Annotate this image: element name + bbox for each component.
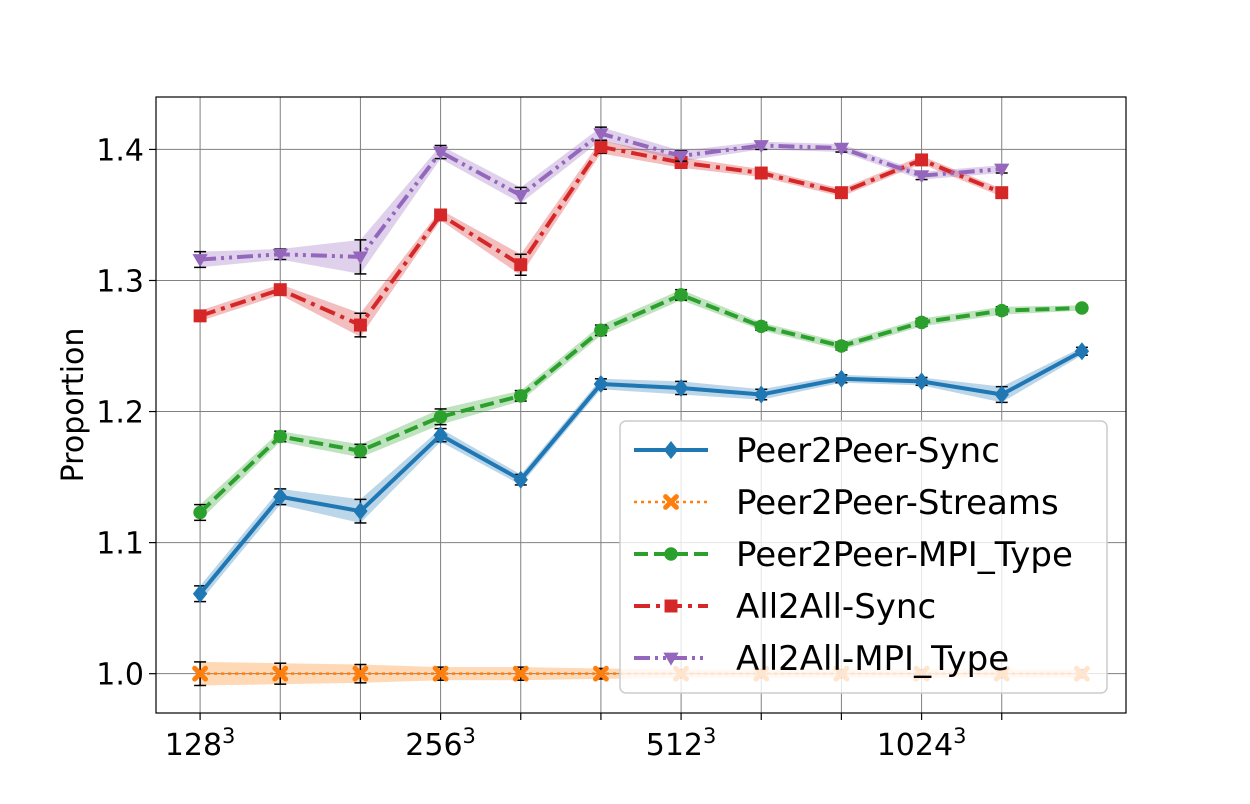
data-point — [593, 375, 609, 394]
data-point — [834, 186, 848, 200]
data-point — [1075, 301, 1089, 315]
data-point — [915, 153, 929, 167]
data-point — [593, 128, 609, 142]
data-point — [193, 309, 207, 323]
legend-label: All2All-MPI_Type — [736, 639, 1009, 679]
data-point — [674, 288, 688, 302]
x-tick-label: 10243 — [877, 724, 967, 763]
y-tick-label: 1.3 — [96, 264, 144, 299]
y-axis-label: Proportion — [56, 328, 91, 483]
series-peer2peer-sync — [192, 342, 1090, 603]
data-point — [192, 665, 208, 682]
x-tick-label: 1283 — [165, 724, 236, 763]
data-point — [432, 146, 449, 160]
series-line — [198, 292, 1082, 514]
data-point — [663, 441, 679, 459]
legend-label: All2All-Sync — [736, 587, 936, 627]
data-point-stroke — [192, 665, 208, 682]
data-point — [514, 389, 528, 403]
data-point — [432, 665, 449, 682]
data-point-stroke — [432, 665, 449, 682]
data-point — [352, 665, 369, 682]
data-point — [352, 251, 369, 265]
data-point — [434, 208, 448, 222]
data-point — [994, 303, 1009, 318]
data-point — [834, 339, 849, 353]
data-point — [914, 315, 929, 330]
series-all2all-sync — [193, 139, 1009, 338]
data-point-stroke — [663, 494, 679, 510]
data-point — [193, 505, 207, 520]
data-point — [593, 665, 609, 682]
y-tick-label: 1.1 — [96, 527, 144, 562]
y-tick-label: 1.2 — [96, 396, 144, 431]
data-point — [913, 170, 930, 184]
data-point — [994, 385, 1009, 404]
confidence-band — [200, 289, 1082, 521]
plot-frame — [155, 96, 1127, 714]
data-point — [753, 140, 769, 154]
data-point-stroke — [352, 665, 369, 682]
legend-item: Peer2Peer-Sync — [634, 431, 1000, 471]
data-point — [754, 385, 769, 404]
data-point — [273, 429, 288, 444]
legend-label: Peer2Peer-MPI_Type — [736, 535, 1073, 575]
data-point — [754, 319, 768, 334]
data-point — [833, 142, 850, 156]
data-point — [594, 140, 608, 154]
data-point — [353, 502, 368, 521]
data-point — [272, 665, 289, 682]
axes: 1.0 1.1 1.2 1.3 1.4 1283 2563 5123 10243 Proporti… — [56, 96, 1127, 763]
x-tick-label: 5123 — [646, 724, 717, 763]
data-point-stroke — [272, 665, 289, 682]
legend-item: Peer2Peer-MPI_Type — [634, 535, 1073, 575]
data-point — [1074, 342, 1090, 361]
data-point — [834, 369, 849, 388]
data-point — [353, 444, 368, 458]
data-point — [433, 410, 448, 424]
y-tick-label: 1.4 — [96, 133, 144, 168]
data-point — [192, 254, 208, 268]
data-point — [995, 186, 1009, 200]
data-point — [192, 584, 208, 603]
data-point — [664, 547, 678, 561]
data-point — [663, 652, 679, 666]
data-point — [433, 426, 448, 445]
data-point — [512, 665, 529, 682]
data-point-stroke — [593, 665, 609, 682]
x-tick-label: 2563 — [405, 724, 476, 763]
data-point — [754, 166, 768, 180]
data-point-stroke — [512, 665, 529, 682]
data-point — [272, 248, 288, 262]
series-line — [198, 349, 1083, 596]
y-tick-label: 1.0 — [96, 658, 144, 693]
legend-label: Peer2Peer-Streams — [736, 483, 1059, 523]
legend-item: Peer2Peer-Streams — [634, 483, 1059, 523]
legend: Peer2Peer-Sync Peer2Peer-Streams Peer2Peer… — [619, 420, 1108, 694]
data-point — [514, 258, 528, 272]
data-point — [513, 189, 529, 203]
data-point — [273, 283, 287, 297]
legend-box — [619, 420, 1108, 694]
data-point — [594, 323, 608, 338]
data-point — [273, 487, 288, 506]
legend-label: Peer2Peer-Sync — [736, 431, 1000, 471]
data-point — [673, 150, 689, 164]
data-point — [994, 163, 1010, 177]
legend-item: All2All-MPI_Type — [634, 639, 1009, 679]
legend-item: All2All-Sync — [634, 587, 936, 627]
data-point — [664, 599, 678, 613]
data-point — [513, 470, 528, 489]
data-point — [673, 378, 689, 397]
series-peer2peer-mpi_type — [193, 288, 1089, 522]
data-point — [914, 372, 929, 391]
series-all2all-mpi_type — [192, 126, 1010, 275]
data-point — [663, 494, 679, 510]
data-point — [353, 318, 367, 332]
